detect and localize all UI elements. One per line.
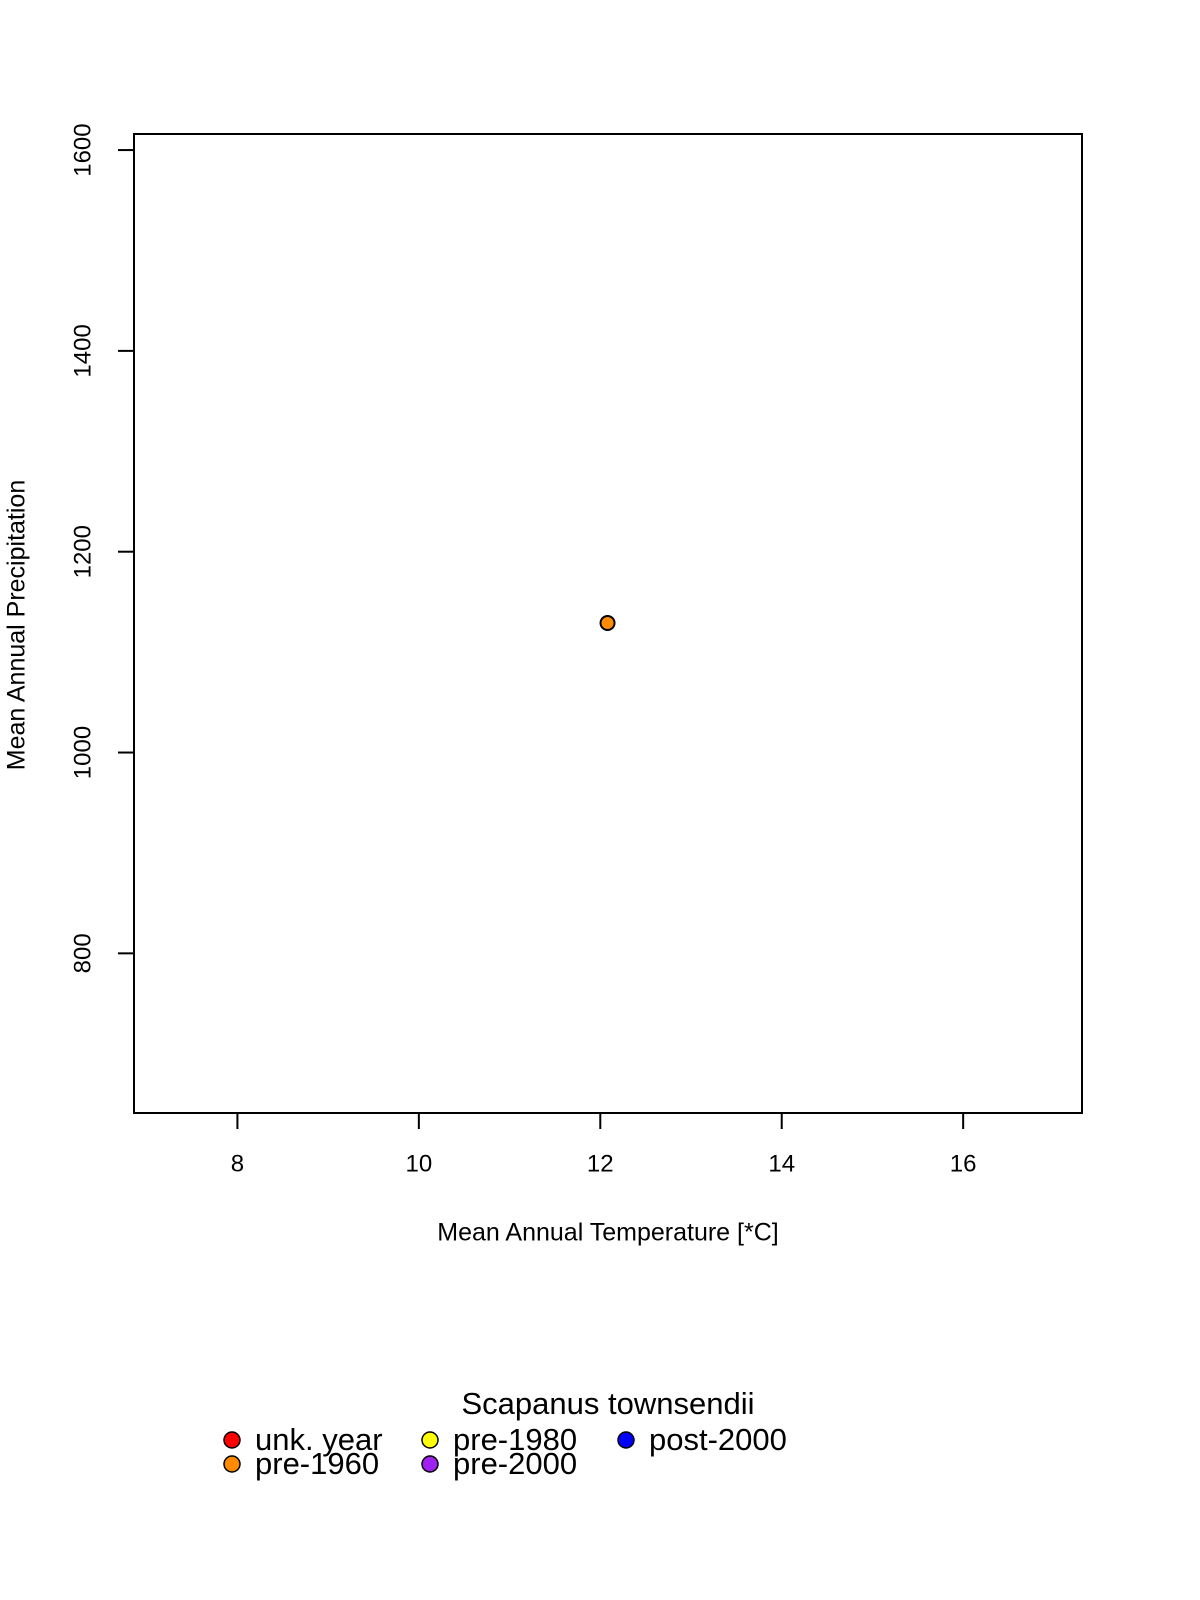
y-tick-label: 800 <box>69 933 96 973</box>
legend-label: pre-1980 <box>453 1422 577 1457</box>
point <box>599 614 616 631</box>
legend-marker <box>421 1455 439 1473</box>
legend-marker <box>617 1431 635 1449</box>
y-tick-label: 1400 <box>69 324 96 377</box>
plot-frame <box>133 133 1083 1114</box>
y-tick-label: 1000 <box>69 726 96 779</box>
legend-marker <box>223 1455 241 1473</box>
legend-label: pre-2000 <box>453 1446 577 1481</box>
legend-title: Scapanus townsendii <box>462 1386 755 1421</box>
x-tick-label: 14 <box>768 1150 795 1177</box>
x-tick-label: 8 <box>231 1150 244 1177</box>
legend-label: pre-1960 <box>255 1446 379 1481</box>
y-axis-title: Mean Annual Precipitation <box>3 480 31 770</box>
legend-label: unk. year <box>255 1422 383 1457</box>
legend-label: post-2000 <box>649 1422 787 1457</box>
x-axis-title: Mean Annual Temperature [*C] <box>437 1219 778 1247</box>
y-tick-label: 1600 <box>69 123 96 176</box>
legend-marker <box>421 1431 439 1449</box>
x-tick-label: 10 <box>406 1150 433 1177</box>
y-tick-label: 1200 <box>69 525 96 578</box>
legend-marker <box>223 1431 241 1449</box>
x-tick-label: 12 <box>587 1150 614 1177</box>
x-tick-label: 16 <box>950 1150 977 1177</box>
